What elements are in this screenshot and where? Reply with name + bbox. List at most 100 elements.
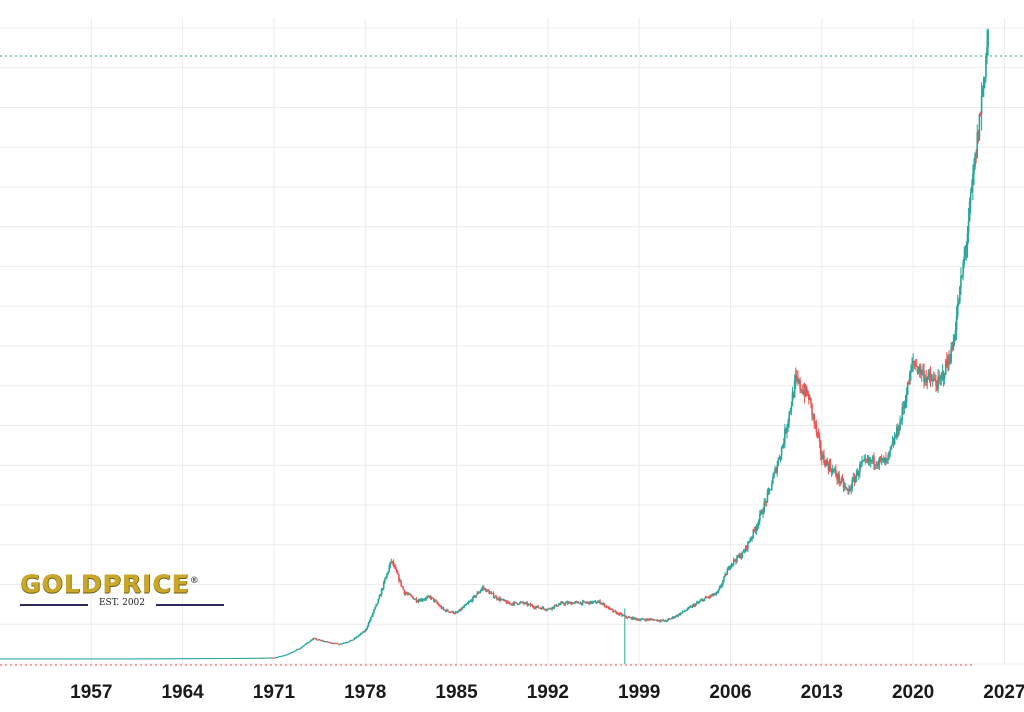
candle-body [77, 658, 80, 660]
candle-body [534, 607, 536, 609]
candle-body [5, 658, 8, 660]
candle-body [548, 608, 550, 610]
candle-body [293, 650, 296, 652]
candle-body [487, 589, 489, 592]
candle-body [547, 608, 549, 610]
candle-body [304, 643, 307, 645]
candle-body [40, 658, 43, 660]
candle-body [663, 620, 665, 622]
candle-body [874, 464, 876, 466]
candle-body [681, 610, 684, 613]
candle-body [188, 658, 190, 660]
candle-body [291, 652, 294, 654]
candle-body [155, 658, 158, 660]
candle-body [726, 570, 729, 575]
candle-body [629, 617, 632, 619]
candle-body [135, 658, 137, 660]
candle-body [470, 600, 473, 602]
candle-body [796, 375, 798, 378]
candle-body [362, 631, 364, 634]
candle-body [158, 658, 161, 660]
candle-body [564, 602, 567, 605]
candle-body [150, 658, 152, 660]
candle-body [350, 639, 352, 641]
candle-body [664, 620, 667, 622]
candle-body [709, 595, 711, 598]
candle-body [187, 658, 189, 660]
candle-body [719, 586, 722, 588]
candle-body [107, 658, 110, 660]
candle-body [389, 561, 392, 567]
candle-body [386, 573, 388, 577]
candle-body [205, 658, 208, 660]
candle-body [811, 403, 813, 415]
candle-body [657, 619, 660, 621]
candle-body [609, 608, 611, 610]
candle-body [270, 657, 273, 659]
candle-body [880, 458, 883, 460]
candle-body [392, 561, 395, 566]
candle-body [363, 631, 365, 633]
candle-body [4, 658, 7, 660]
candle-body [611, 609, 613, 611]
candle-body [954, 330, 957, 338]
candle-body [897, 426, 899, 434]
candle-body [963, 256, 966, 264]
candle-body [800, 389, 802, 391]
candle-body [276, 657, 278, 659]
candle-body [64, 658, 67, 660]
candle-body [467, 602, 470, 604]
candle-body [340, 643, 343, 645]
candle-body [793, 380, 796, 397]
candle-body [114, 658, 117, 660]
candle-body [595, 602, 598, 604]
candle-body [516, 603, 519, 605]
candle-body [602, 603, 605, 605]
candle-body [418, 600, 421, 602]
candle-body [112, 658, 114, 660]
candle-body [729, 566, 732, 569]
candle-body [206, 658, 209, 660]
candle-body [144, 658, 147, 660]
candle-body [156, 658, 159, 660]
candle-body [368, 620, 371, 623]
candle-body [242, 657, 245, 659]
candle-body [86, 658, 88, 660]
candle-body [253, 657, 256, 659]
candle-body [630, 617, 633, 620]
candle-body [287, 653, 289, 655]
candle-body [672, 616, 674, 618]
candle-body [614, 610, 617, 612]
candle-body [126, 658, 128, 660]
candle-body [789, 410, 792, 413]
candle-body [774, 468, 776, 473]
candle-body [127, 658, 130, 660]
candle-body [402, 586, 405, 590]
candle-body [662, 619, 664, 621]
candle-body [604, 605, 607, 607]
candle-body [92, 658, 95, 660]
candle-body [622, 615, 624, 617]
candle-body [232, 657, 235, 659]
candle-body [378, 595, 381, 600]
candle-body [691, 605, 694, 608]
candle-body [36, 658, 38, 660]
candle-body [637, 619, 639, 621]
candle-body [24, 658, 26, 660]
candle-body [971, 185, 973, 192]
candle-body [724, 574, 726, 577]
candle-body [209, 658, 211, 660]
candle-body [985, 56, 987, 78]
candle-body [661, 619, 663, 621]
candle-body [486, 589, 488, 592]
candle-body [884, 457, 886, 463]
candle-body [313, 638, 315, 640]
candle-body [605, 605, 608, 608]
candle-body [23, 658, 25, 660]
candle-body [853, 477, 856, 483]
candle-body [110, 658, 112, 660]
candle-body [260, 657, 262, 659]
candle-body [16, 658, 19, 660]
